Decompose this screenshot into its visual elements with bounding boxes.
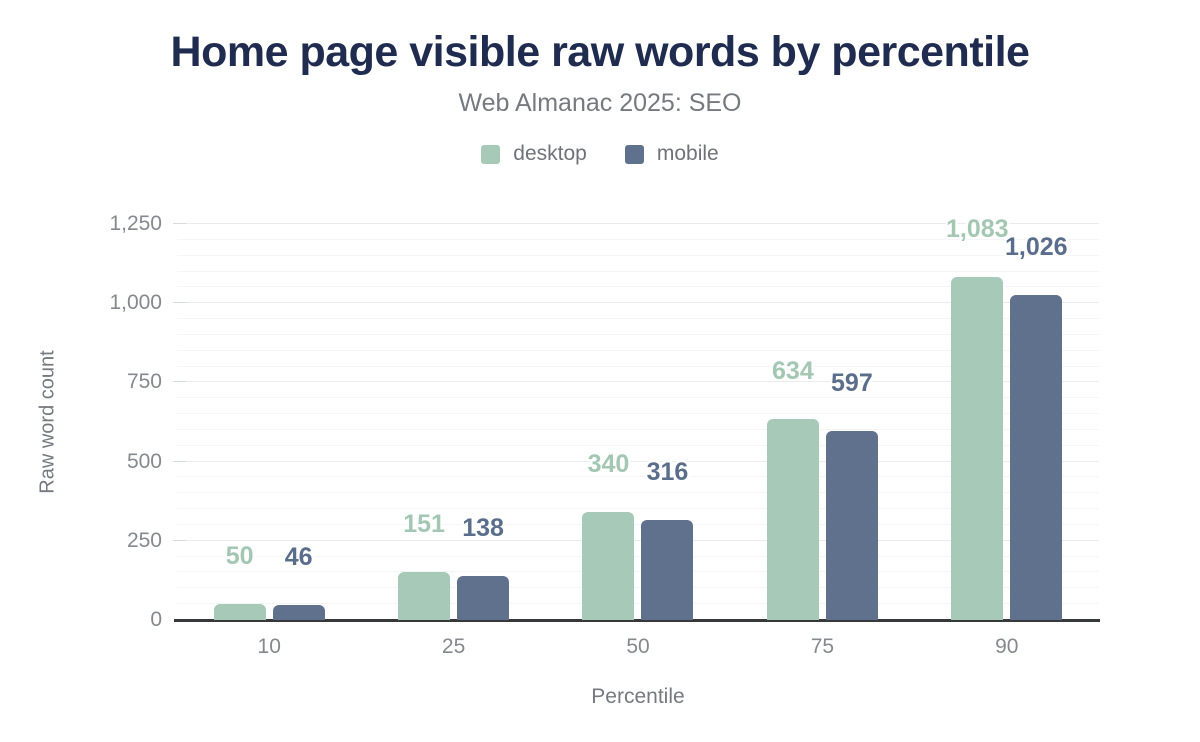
bar-wrap-desktop-p10: 50 [213, 542, 266, 620]
gridline-minor [177, 270, 1099, 272]
y-tick-mark [173, 223, 186, 224]
value-label-desktop-p50: 340 [587, 450, 630, 479]
x-tick-label-50: 50 [626, 635, 650, 658]
bar-group-p25: 151 138 25 [361, 224, 545, 658]
plot-area: 0 250 500 750 1,000 1,250 50 46 10 151 138 25 340 316… [109, 213, 1100, 658]
bar-desktop-p75[interactable] [766, 419, 819, 620]
gridline-minor [177, 508, 1099, 510]
gridline-minor [177, 254, 1099, 256]
legend-swatch-mobile [624, 144, 644, 164]
x-tick-label-10: 10 [257, 635, 281, 658]
x-axis-line [174, 619, 1100, 622]
bar-group-p10: 50 46 10 [177, 224, 361, 658]
gridline-minor [177, 555, 1099, 557]
bar-group-p75: 634 597 75 [730, 224, 914, 658]
y-tick-label: 1,000 [109, 291, 162, 315]
bar-mobile-p10[interactable] [272, 605, 325, 620]
gridline-minor [177, 365, 1099, 367]
y-tick-label: 0 [150, 608, 162, 631]
gridline-minor [177, 444, 1099, 446]
gridline-minor [177, 286, 1099, 288]
value-label-desktop-p90: 1,083 [946, 214, 1009, 243]
legend-label-desktop: desktop [513, 142, 587, 165]
value-label-mobile-p10: 46 [284, 543, 313, 572]
x-axis-title: Percentile [591, 685, 685, 708]
bar-wrap-mobile-p90: 1,026 [1005, 233, 1068, 620]
y-tick-label: 250 [126, 528, 162, 552]
y-tick-label: 750 [126, 370, 162, 394]
bar-group-p50: 340 316 50 [546, 224, 730, 658]
gridline-minor [177, 523, 1099, 525]
gridline-major [177, 302, 1099, 304]
gridline-minor [177, 238, 1099, 240]
legend: desktop mobile [0, 142, 1200, 166]
gridline-minor [177, 587, 1099, 589]
gridline-minor [177, 413, 1099, 415]
gridline-minor [177, 349, 1099, 351]
value-label-mobile-p75: 597 [831, 368, 873, 397]
x-tick-label-75: 75 [810, 635, 835, 658]
bar-desktop-p25[interactable] [398, 572, 451, 620]
y-tick-mark [173, 539, 186, 541]
legend-item-desktop[interactable]: desktop [481, 142, 587, 166]
chart-title: Home page visible raw words by percentil… [170, 28, 1030, 76]
bar-mobile-p90[interactable] [1010, 294, 1063, 620]
bar-wrap-mobile-p25: 138 [457, 514, 510, 620]
gridline-minor [177, 397, 1099, 399]
legend-label-mobile: mobile [656, 142, 719, 165]
bar-wrap-desktop-p25: 151 [398, 510, 451, 620]
gridline-minor [177, 428, 1099, 430]
bar-wrap-mobile-p50: 316 [641, 458, 694, 620]
bar-wrap-mobile-p75: 597 [825, 369, 878, 620]
bar-mobile-p75[interactable] [825, 430, 878, 620]
gridline-minor [177, 571, 1099, 573]
value-label-desktop-p10: 50 [225, 542, 254, 571]
value-label-mobile-p90: 1,026 [1005, 232, 1068, 261]
x-tick-label-25: 25 [441, 635, 466, 658]
value-label-mobile-p25: 138 [462, 514, 504, 543]
bar-wrap-desktop-p75: 634 [766, 357, 819, 620]
bar-wrap-mobile-p10: 46 [272, 543, 325, 620]
gridline-minor [177, 492, 1099, 494]
y-tick-mark [173, 460, 186, 462]
y-tick-mark [173, 381, 186, 383]
bar-desktop-p90[interactable] [951, 276, 1004, 620]
gridline-minor [177, 318, 1099, 320]
gridline-major [177, 460, 1099, 462]
gridline-minor [177, 603, 1099, 605]
bar-wrap-desktop-p50: 340 [582, 450, 635, 620]
y-tick-label: 500 [126, 449, 162, 473]
value-label-desktop-p25: 151 [403, 510, 445, 539]
value-label-mobile-p50: 316 [646, 457, 689, 486]
bar-wrap-desktop-p90: 1,083 [946, 215, 1009, 620]
bar-desktop-p10[interactable] [213, 604, 266, 620]
chart-subtitle: Web Almanac 2025: SEO [458, 89, 742, 117]
gridline-minor [177, 476, 1099, 478]
value-label-desktop-p75: 634 [772, 357, 814, 386]
bar-group-p90: 1,083 1,026 90 [915, 215, 1099, 658]
bar-mobile-p25[interactable] [457, 576, 510, 620]
gridline-major [177, 381, 1099, 383]
gridline-major [177, 539, 1099, 541]
y-tick-label: 1,250 [109, 212, 162, 235]
x-tick-label-90: 90 [995, 635, 1019, 658]
bar-mobile-p50[interactable] [641, 519, 694, 620]
bar-desktop-p50[interactable] [582, 512, 635, 620]
y-tick-mark [173, 302, 186, 304]
gridline-major [177, 223, 1099, 224]
legend-swatch-desktop [481, 144, 501, 164]
gridline-minor [177, 333, 1099, 335]
legend-item-mobile[interactable]: mobile [624, 142, 719, 166]
